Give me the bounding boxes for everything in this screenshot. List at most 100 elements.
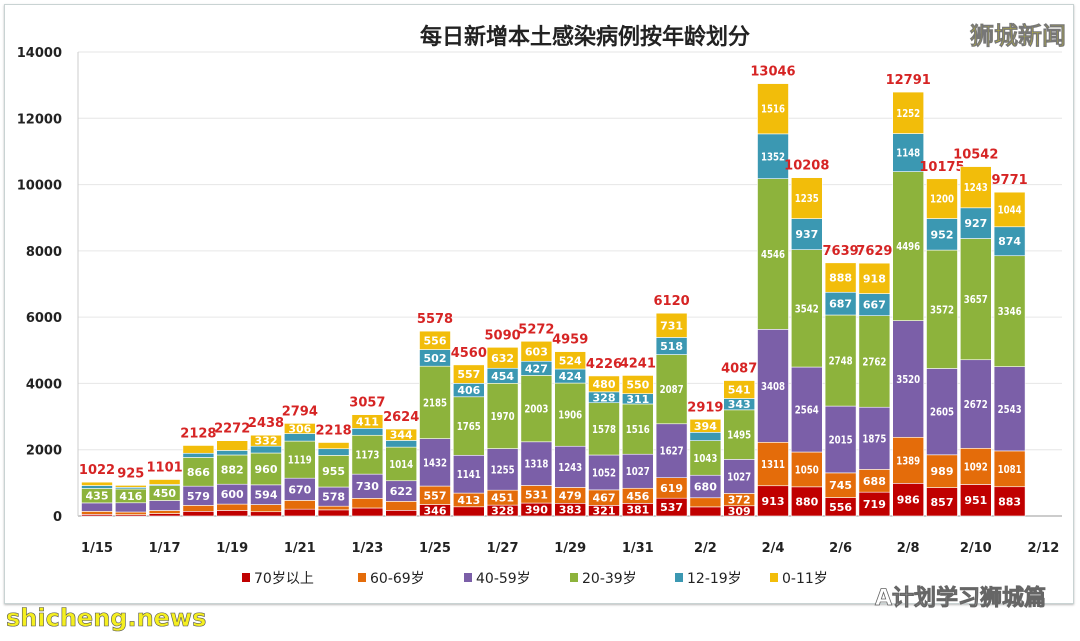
legend-swatch <box>464 573 472 582</box>
bar-stack-2-2: 680 1043 394 2919 <box>687 400 723 517</box>
total-label: 925 <box>117 466 144 481</box>
data-label: 556 <box>829 501 852 514</box>
data-label: 3520 <box>896 373 920 386</box>
bar-segment <box>148 500 181 511</box>
watermark-site: shicheng.news <box>6 604 207 633</box>
bar-segment <box>926 454 958 488</box>
bar-stack-1-26: 413 1141 1765 406 557 4560 <box>451 346 487 517</box>
total-label: 12791 <box>886 73 931 88</box>
bar-segment <box>351 473 384 499</box>
data-label: 1352 <box>761 150 785 163</box>
bar-segment <box>993 255 1026 367</box>
x-axis: 1/15 1/17 1/19 1/21 1/23 1/25 1/27 1/29 1/31 2/2 2… <box>81 541 1059 556</box>
bar-segment <box>993 366 1026 452</box>
x-tick-label: 1/17 <box>149 541 181 556</box>
bar-segment <box>723 409 756 460</box>
bar-segment <box>419 330 451 350</box>
bar-segment <box>520 441 553 486</box>
y-tick-label: 10000 <box>17 179 62 194</box>
bar-segment <box>486 347 519 369</box>
data-label: 1141 <box>457 468 481 481</box>
y-tick-label: 0 <box>53 510 62 525</box>
data-label: 1389 <box>896 454 920 467</box>
y-axis: 0 2000 4000 6000 8000 10000 12000 14000 <box>17 46 62 525</box>
total-label: 6120 <box>654 294 690 309</box>
data-label: 1050 <box>795 463 819 476</box>
bar-segment <box>419 365 451 439</box>
bar-segment <box>858 406 891 470</box>
data-label: 1081 <box>998 463 1022 476</box>
data-label: 502 <box>424 352 447 365</box>
bar-segment <box>757 178 789 330</box>
bar-segment <box>621 403 654 455</box>
data-label: 556 <box>424 334 447 347</box>
data-label: 2015 <box>829 433 853 446</box>
x-tick-label: 2/12 <box>1027 541 1059 556</box>
bar-segment <box>452 454 485 494</box>
data-label: 2564 <box>795 404 819 417</box>
bar-segment <box>993 450 1026 488</box>
total-label: 2794 <box>282 404 318 419</box>
bar-stack-1-15: 435 1022 <box>79 463 115 517</box>
bar-segment <box>81 502 113 512</box>
data-label: 3572 <box>930 303 954 316</box>
data-label: 888 <box>829 272 852 285</box>
data-label: 1495 <box>727 429 751 442</box>
total-label: 2272 <box>214 422 250 437</box>
bar-segment <box>926 218 958 251</box>
data-label: 450 <box>153 487 176 500</box>
bar-segment <box>317 505 350 511</box>
bar-segment <box>858 315 891 408</box>
data-label: 406 <box>457 384 480 397</box>
legend-swatch <box>242 573 250 582</box>
total-label: 10542 <box>953 148 998 163</box>
data-label: 332 <box>255 435 278 448</box>
bar-segment <box>81 511 113 515</box>
data-label: 4496 <box>896 240 920 253</box>
bar-segment <box>385 428 418 441</box>
data-label: 913 <box>762 495 785 508</box>
bar-stack-2-8: 986 1389 3520 4496 1148 1252 12791 <box>886 73 931 517</box>
total-label: 7639 <box>823 244 859 259</box>
data-label: 3542 <box>795 302 819 315</box>
y-tick-label: 2000 <box>26 444 62 459</box>
total-label: 4560 <box>451 346 487 361</box>
data-label: 321 <box>593 505 616 518</box>
data-label: 390 <box>525 504 548 517</box>
data-label: 427 <box>525 362 548 375</box>
bar-segment <box>81 485 113 489</box>
data-label: 372 <box>728 494 751 507</box>
bar-segment <box>520 340 553 362</box>
bar-segment <box>283 500 316 510</box>
data-label: 1765 <box>457 420 481 433</box>
total-label: 13046 <box>750 65 795 80</box>
data-label: 416 <box>119 490 142 503</box>
data-label: 745 <box>829 479 852 492</box>
total-label: 1022 <box>79 463 115 478</box>
legend-label: 70岁以上 <box>254 571 314 587</box>
total-label: 10175 <box>919 160 964 175</box>
data-label: 311 <box>626 393 649 406</box>
bar-segment <box>689 506 722 517</box>
bar-segment <box>824 314 857 407</box>
data-label: 435 <box>86 490 109 503</box>
x-tick-label: 1/19 <box>216 541 248 556</box>
data-label: 1052 <box>592 466 616 479</box>
legend-swatch <box>570 573 578 582</box>
data-label: 1875 <box>862 432 886 445</box>
data-label: 866 <box>187 466 210 479</box>
data-label: 857 <box>931 496 954 509</box>
data-label: 960 <box>255 463 278 476</box>
bar-segment <box>385 501 418 511</box>
bar-stack-2-9: 857 989 2605 3572 952 1200 10175 <box>919 160 965 517</box>
x-tick-label: 1/21 <box>284 541 316 556</box>
data-label: 1173 <box>355 449 379 462</box>
bar-segment <box>419 438 451 487</box>
bar-stack-1-19: 600 882 2272 <box>214 422 250 517</box>
bar-segment <box>554 382 587 447</box>
bar-segment <box>317 448 350 456</box>
data-label: 1119 <box>288 454 312 467</box>
bar-stack-1-23: 730 1173 411 3057 <box>349 396 385 517</box>
bar-stack-1-28: 390 531 1318 2003 427 603 5272 <box>518 322 554 516</box>
